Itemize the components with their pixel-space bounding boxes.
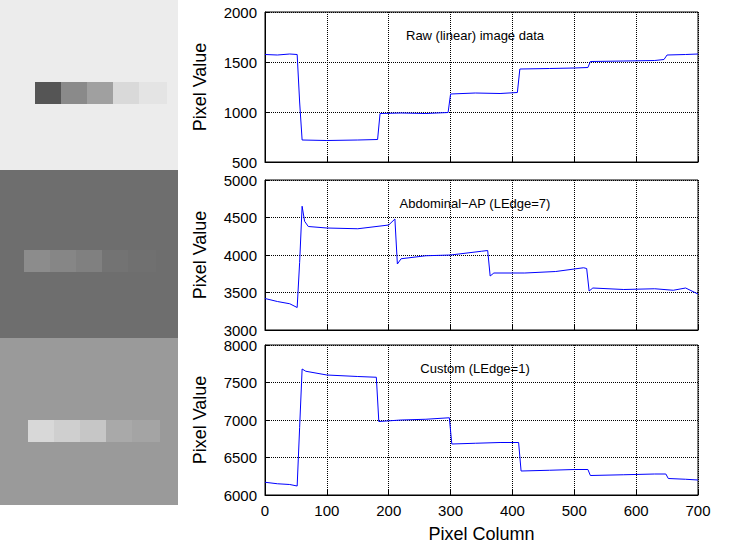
svg-text:Pixel Column: Pixel Column — [428, 524, 534, 544]
svg-text:400: 400 — [500, 502, 525, 519]
svg-text:8000: 8000 — [224, 337, 257, 354]
svg-text:1500: 1500 — [224, 54, 257, 71]
svg-text:700: 700 — [685, 502, 710, 519]
svg-text:Pixel Value: Pixel Value — [190, 211, 210, 300]
svg-text:7000: 7000 — [224, 412, 257, 429]
svg-text:5000: 5000 — [224, 172, 257, 189]
svg-text:Abdominal−AP (LEdge=7): Abdominal−AP (LEdge=7) — [400, 196, 551, 211]
svg-text:Pixel Value: Pixel Value — [190, 376, 210, 465]
svg-text:2000: 2000 — [224, 4, 257, 21]
svg-text:Custom (LEdge=1): Custom (LEdge=1) — [420, 361, 529, 376]
svg-text:0: 0 — [261, 502, 269, 519]
svg-text:3000: 3000 — [223, 321, 257, 339]
svg-text:3500: 3500 — [224, 284, 257, 301]
svg-text:300: 300 — [438, 502, 463, 519]
svg-text:Pixel Value: Pixel Value — [190, 43, 210, 132]
svg-text:6000: 6000 — [224, 487, 257, 504]
svg-text:500: 500 — [232, 154, 257, 171]
svg-text:6500: 6500 — [224, 449, 257, 466]
svg-text:200: 200 — [376, 502, 401, 519]
svg-text:100: 100 — [314, 502, 339, 519]
svg-text:4500: 4500 — [224, 209, 257, 226]
svg-text:7500: 7500 — [224, 374, 257, 391]
svg-text:Raw (linear) image data: Raw (linear) image data — [406, 28, 545, 43]
svg-text:4000: 4000 — [224, 247, 257, 264]
svg-text:500: 500 — [562, 502, 587, 519]
svg-text:1000: 1000 — [224, 104, 257, 121]
svg-text:600: 600 — [624, 502, 649, 519]
